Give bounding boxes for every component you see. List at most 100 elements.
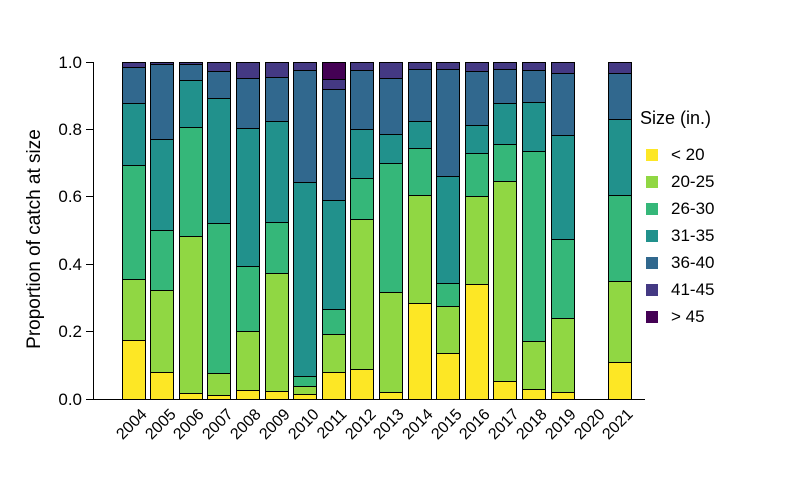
bar-segment-41-45 [494,63,517,71]
x-tick-label: 2008 [227,406,266,444]
x-tick-label: 2016 [456,406,494,444]
bar-segment-20 [237,390,260,399]
bar-2014 [407,62,432,400]
bar-segment-36-40 [294,71,317,184]
legend-item-label: 31-35 [671,225,715,245]
x-tick-label: 2010 [285,406,323,444]
y-tick-mark [86,263,93,265]
bar-segment-26-30 [351,178,374,220]
bar-segment-41-45 [322,79,345,90]
legend-key-swatch [646,310,658,323]
y-tick-label: 0.4 [58,254,82,274]
x-tick-label: 2017 [485,406,523,444]
bar-segment-31-35 [294,183,317,378]
bar-segment-45 [322,63,345,80]
x-tick-label: 2006 [170,406,208,444]
bar-segment-41-45 [122,63,145,69]
bar-segment-36-40 [265,78,288,123]
bar-2012 [350,62,375,400]
x-tick-label: 2015 [428,406,466,444]
x-tick-label: 2011 [314,406,351,443]
bar-segment-26-30 [208,223,231,374]
bar-segment-26-30 [465,154,488,198]
bar-segment-20 [380,393,402,399]
y-tick-label: 0.6 [58,187,82,207]
bar-segment-41-45 [465,63,488,72]
bar-segment-41-45 [551,63,574,75]
legend-key-swatch [646,202,658,215]
bar-segment-20-25 [494,182,517,382]
bar-segment-31-35 [351,130,374,179]
x-tick-label: 2019 [542,406,580,444]
x-tick-label: 2013 [370,406,409,444]
bar-segment-41-45 [608,63,631,75]
bar-segment-31-35 [265,122,288,224]
bar-segment-36-40 [122,68,145,105]
legend-item: 31-35 [640,222,790,249]
bar-segment-26-30 [608,196,631,283]
legend-key-swatch [646,283,658,296]
bar-segment-36-40 [322,89,345,201]
bar-segment-20-25 [380,293,402,394]
bar-segment-20 [351,370,374,399]
bar-2017 [493,62,518,400]
bar-segment-20 [122,340,145,399]
bar-2018 [521,62,546,400]
bar-segment-36-40 [522,71,545,103]
bar-segment-20 [294,394,317,399]
bar-segment-20-25 [465,197,488,286]
bar-2013 [379,62,403,400]
bar-segment-20 [494,381,517,399]
bar-segment-20-25 [208,373,231,396]
bar-segment-20-25 [179,237,202,394]
bar-2006 [178,62,203,400]
bar-segment-20 [208,395,231,399]
bar-segment-41-45 [237,63,260,79]
bar-segment-26-30 [151,230,174,292]
bar-segment-31-35 [179,80,202,129]
bar-segment-31-35 [208,98,231,224]
y-tick-mark [86,61,93,63]
bar-segment-36-40 [208,72,231,99]
bar-segment-41-45 [151,63,174,65]
bar-segment-20-25 [437,306,460,354]
bar-segment-41-45 [351,63,374,72]
legend-title: Size (in.) [640,108,712,128]
bar-segment-31-35 [465,125,488,155]
legend-item-label: 41-45 [671,279,715,299]
bar-segment-31-35 [551,135,574,240]
bar-segment-31-35 [122,104,145,166]
bar-segment-36-40 [494,70,517,104]
bar-segment-20 [437,353,460,399]
x-tick-label: 2007 [199,406,237,444]
legend-item: 26-30 [640,195,790,222]
y-tick-label: 1.0 [58,52,82,72]
bar-segment-20-25 [408,195,431,305]
y-tick-label: 0.0 [58,389,82,409]
bar-segment-20-25 [294,387,317,395]
legend-item: 41-45 [640,276,790,303]
bar-segment-26-30 [294,377,317,388]
bar-2005 [150,62,175,400]
bar-segment-36-40 [465,71,488,126]
bar-segment-41-45 [265,63,288,79]
bar-segment-20-25 [608,282,631,364]
x-tick-label: 2021 [599,406,637,444]
x-tick-label: 2005 [142,406,180,444]
bar-segment-20 [179,393,202,399]
bar-segment-31-35 [494,103,517,145]
bar-segment-20-25 [265,273,288,392]
bar-segment-36-40 [179,64,202,81]
bar-2004 [121,62,146,400]
x-tick-label: 2012 [342,406,380,444]
bar-segment-26-30 [522,152,545,342]
bar-segment-26-30 [380,164,402,294]
bar-segment-20 [265,391,288,399]
bar-segment-41-45 [208,63,231,73]
bar-segment-20-25 [351,219,374,371]
bar-segment-36-40 [237,78,260,130]
bar-segment-31-35 [322,200,345,311]
bar-2016 [464,62,489,400]
bar-segment-26-30 [494,144,517,183]
bar-segment-26-30 [408,149,431,196]
